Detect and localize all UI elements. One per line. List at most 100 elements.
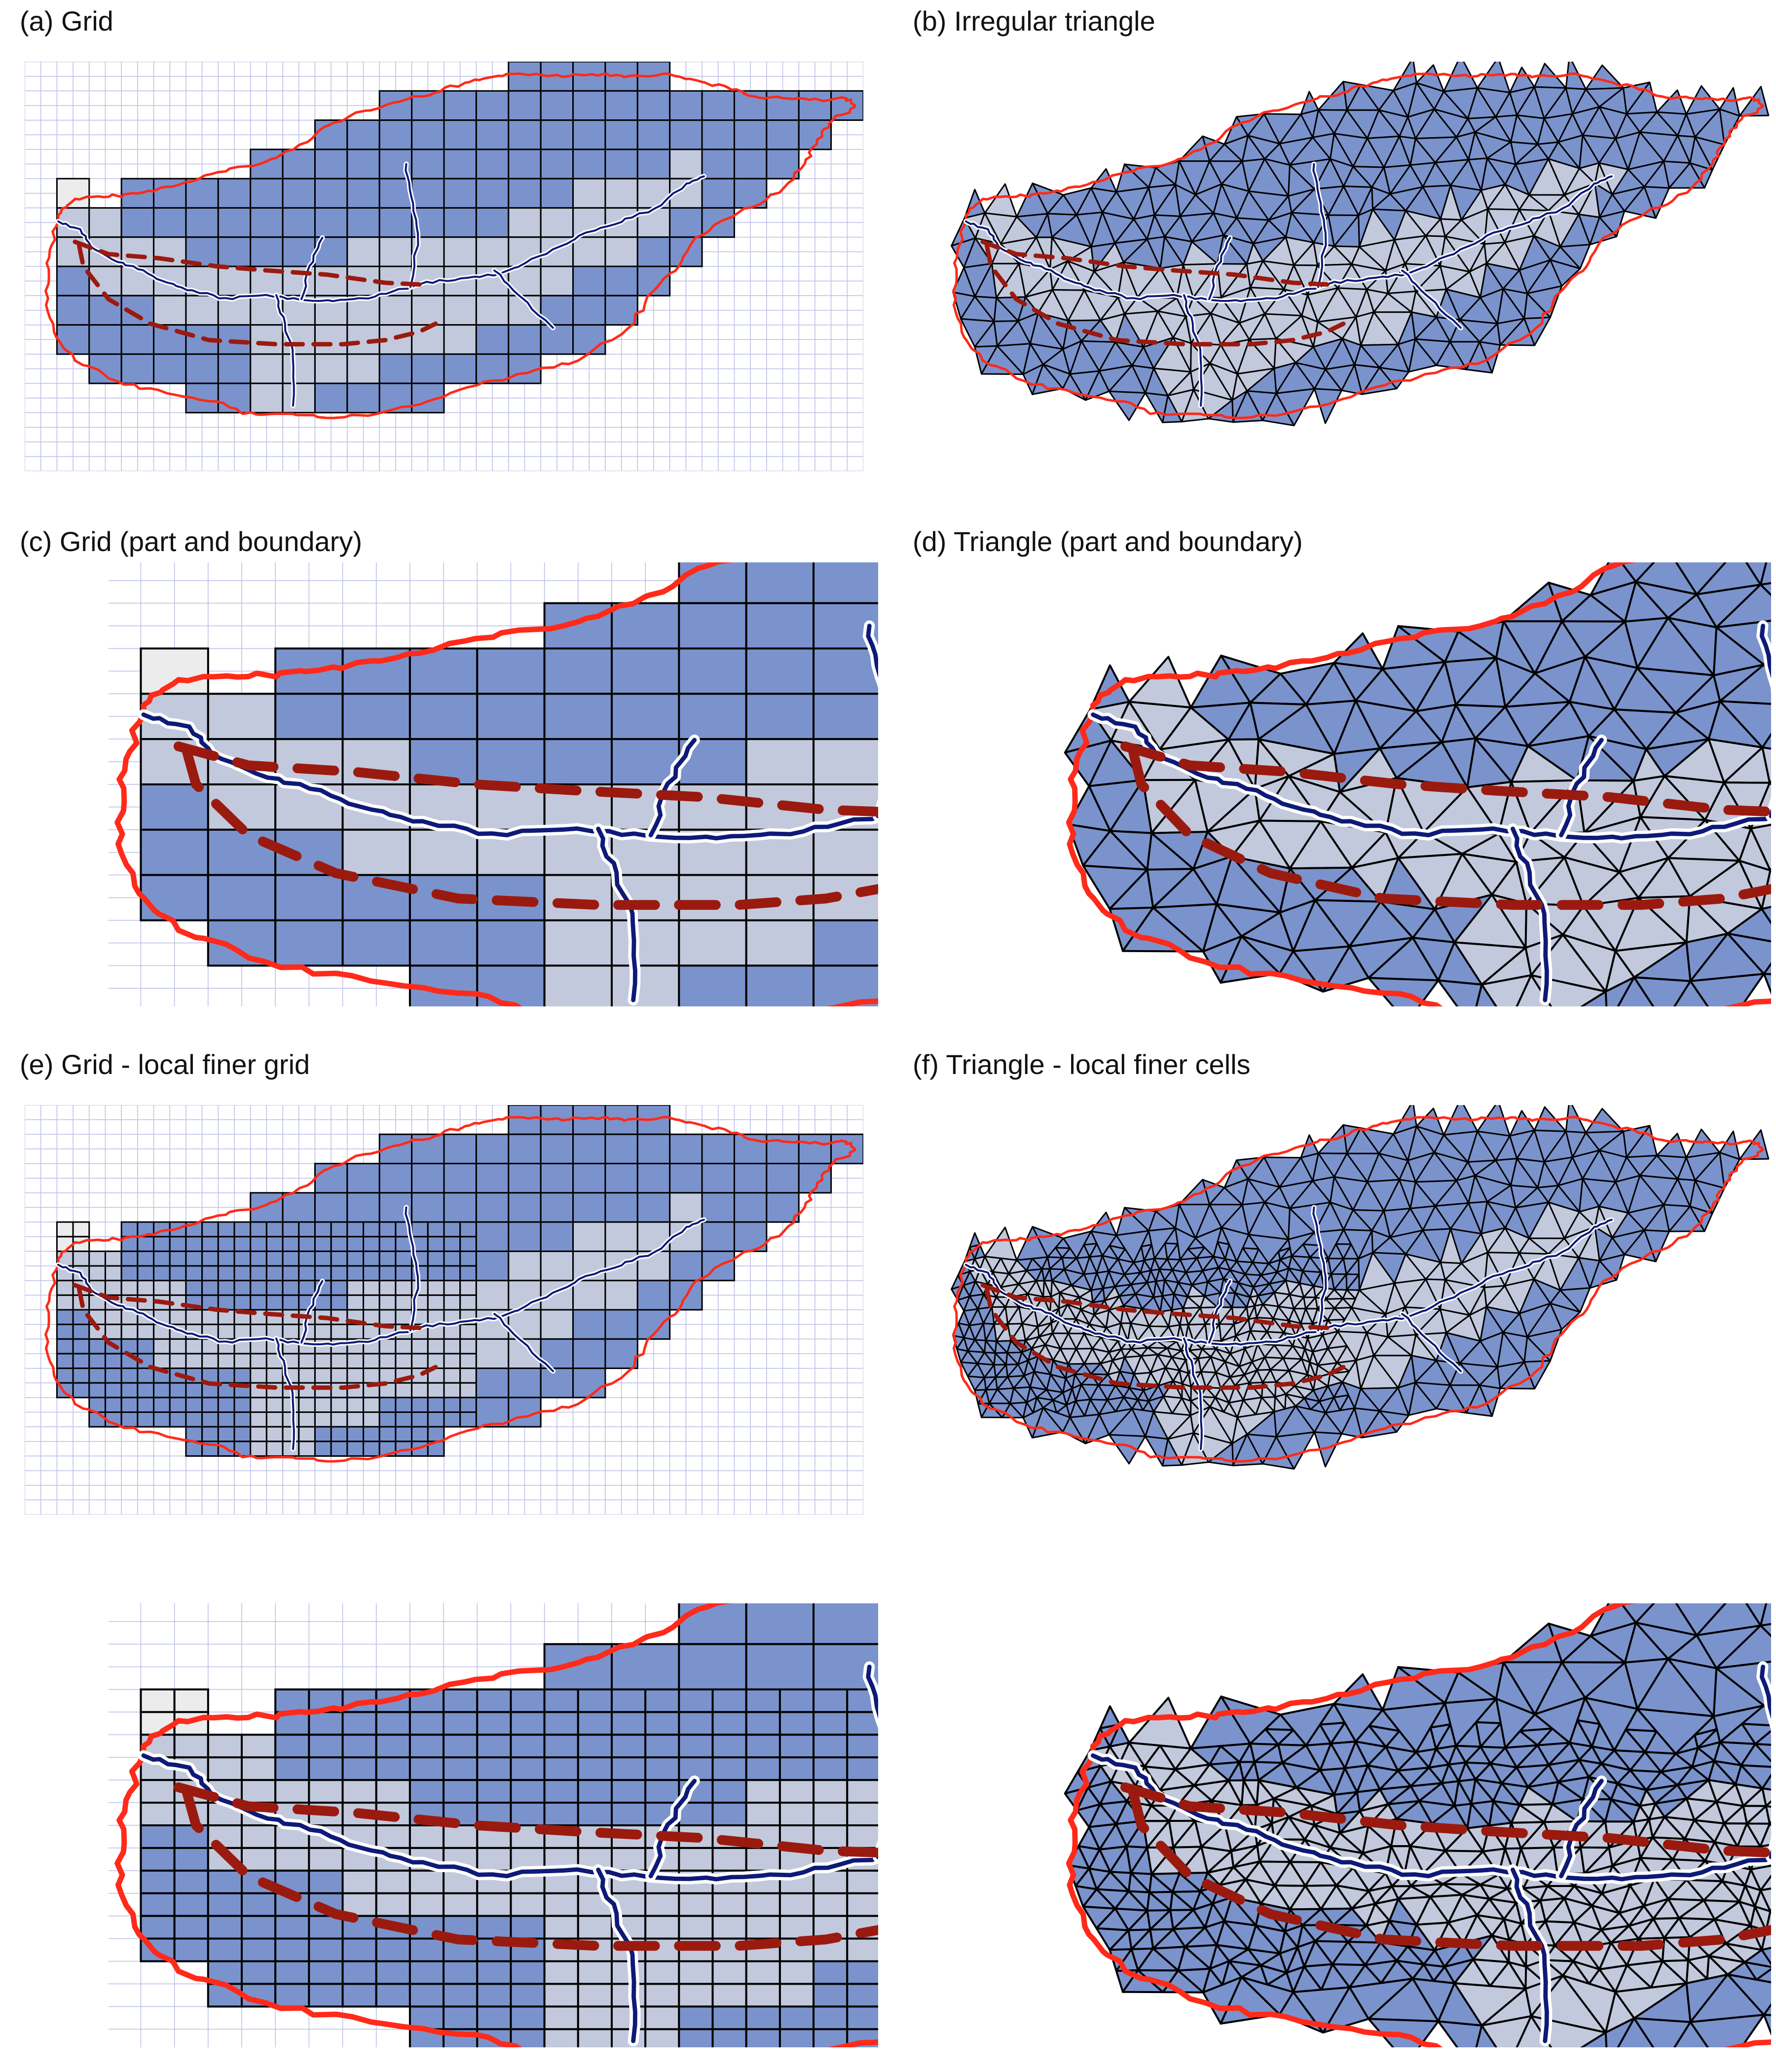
triangle-cell [1409, 1822, 1446, 1852]
triangle-cell [1153, 1280, 1163, 1298]
dashed-zone-2 [77, 1287, 438, 1390]
grid-cell [669, 148, 703, 180]
grid-cell [233, 1236, 252, 1252]
triangle-cell [1639, 1802, 1657, 1820]
grid-cell [298, 1397, 316, 1413]
grid-cell [314, 1324, 332, 1340]
grid-cell [330, 1250, 348, 1267]
triangle-cell [1065, 1373, 1076, 1389]
grid-cell [395, 1280, 413, 1296]
grid-cell [427, 1221, 445, 1238]
triangle-cell [1362, 1825, 1392, 1854]
grid-cell [346, 1353, 365, 1369]
triangle-cell [1123, 1272, 1142, 1286]
grid-cell [813, 1603, 878, 1645]
grid-cell [459, 1294, 477, 1311]
grid-cell [745, 1892, 781, 1917]
grid-cell [282, 148, 316, 180]
grid-cell [846, 1869, 878, 1894]
triangle-cell [1761, 906, 1771, 925]
grid-cell [678, 783, 747, 831]
triangle-cell [1368, 1885, 1393, 1905]
grid-cell [169, 1265, 187, 1282]
grid-cell [508, 1368, 542, 1399]
grid-cell [207, 1824, 243, 1849]
stream-line [1312, 1206, 1327, 1332]
grid-cell [408, 1869, 445, 1894]
grid-cell [745, 1688, 781, 1713]
grid-cell [427, 1280, 445, 1296]
grid-cell [395, 1426, 413, 1443]
triangle-cell [1275, 388, 1315, 426]
triangle-cell [1763, 2014, 1771, 2036]
grid-cell [443, 1250, 461, 1267]
triangle-cell [1274, 1393, 1287, 1410]
grid-cell [745, 2028, 781, 2047]
grid-cell [611, 1643, 680, 1691]
triangle-cell [1656, 1133, 1687, 1158]
grid-cell [56, 1280, 74, 1296]
grid-cell [274, 1937, 310, 1962]
triangle-cell [1130, 1308, 1150, 1327]
grid-cell [104, 1368, 122, 1384]
grid-cell [217, 265, 252, 296]
grid-cell [846, 1734, 878, 1759]
grid-cell [508, 324, 542, 355]
grid-cell [250, 1294, 267, 1311]
triangle-cell [1217, 1241, 1230, 1260]
grid-cell [475, 148, 510, 180]
triangle-cell [1230, 1845, 1258, 1868]
grid-cell [378, 1221, 397, 1238]
grid-cell [543, 693, 613, 740]
grid-cell [846, 1779, 878, 1804]
triangle-cell [1727, 932, 1771, 975]
triangle-cell [1763, 2003, 1771, 2016]
grid-cell [636, 90, 671, 121]
grid-cell [363, 1280, 380, 1296]
triangle-cell [1303, 1397, 1320, 1410]
grid-cell [378, 1309, 397, 1326]
triangle-cell [1281, 1762, 1322, 1789]
grid-cell [308, 1734, 344, 1759]
grid-cell [543, 738, 613, 785]
grid-cell [644, 1756, 680, 1781]
grid-cell [330, 1368, 348, 1384]
grid-cell [169, 1411, 187, 1428]
grid-cell [217, 207, 252, 238]
grid-cell [56, 324, 90, 355]
grid-cell [411, 295, 445, 326]
triangle-cell [1188, 1348, 1203, 1359]
grid-cell [330, 1353, 348, 1369]
triangle-cell [1428, 1748, 1450, 1769]
grid-cell [813, 693, 878, 740]
grid-cell [411, 1411, 429, 1428]
grid-cell [711, 1847, 747, 1872]
grid-cell [153, 1236, 171, 1252]
grid-cell [678, 964, 747, 1006]
grid-cell [233, 1411, 252, 1428]
grid-cell [346, 1411, 365, 1428]
triangle-cell [1052, 1399, 1068, 1413]
triangle-cell [1442, 1873, 1481, 1886]
triangle-cell [1303, 1296, 1317, 1310]
panel-a-grid [25, 62, 863, 471]
grid-cell [443, 1382, 461, 1399]
dashed-zone-2 [182, 1788, 878, 1951]
grid-cell [644, 1960, 680, 1985]
grid-cell [395, 1382, 413, 1399]
grid-cell [443, 1397, 461, 1413]
grid-cell [378, 1265, 397, 1282]
grid-cell [443, 1892, 479, 1917]
grid-cell [540, 90, 574, 121]
grid-cell [250, 1441, 267, 1457]
triangle-cell [1007, 1375, 1025, 1389]
grid-cell [298, 1382, 316, 1399]
grid-cell [314, 1382, 332, 1399]
stream-line [965, 175, 1613, 302]
grid-cell [185, 178, 219, 209]
triangle-cell [1055, 1247, 1071, 1258]
stream-line [493, 269, 554, 329]
grid-cell [341, 1983, 377, 2008]
stream-line [1511, 826, 1549, 1002]
grid-cell [669, 119, 703, 150]
